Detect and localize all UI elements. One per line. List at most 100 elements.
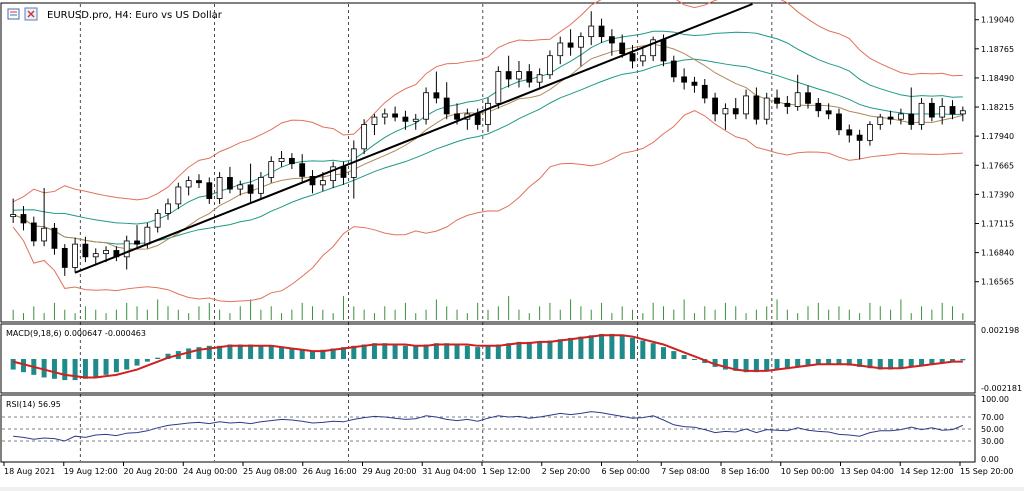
price-tick-label: 1.17665	[981, 161, 1014, 170]
candle-body	[794, 92, 801, 107]
candle-body	[949, 106, 956, 115]
macd-histogram-bar	[537, 341, 543, 359]
macd-histogram-bar	[361, 344, 367, 359]
macd-histogram-bar	[258, 345, 264, 359]
macd-histogram-bar	[826, 359, 832, 365]
candle-body	[918, 102, 925, 125]
candle-body	[856, 134, 863, 141]
macd-histogram-bar	[836, 359, 842, 365]
candle-body	[154, 213, 161, 228]
macd-histogram-bar	[795, 359, 801, 367]
rsi-tick-label: 30.00	[981, 437, 1004, 446]
macd-histogram-bar	[82, 359, 88, 379]
macd-histogram-bar	[568, 337, 574, 359]
candle-body	[763, 97, 770, 120]
rsi-tick-label: 0.00	[981, 455, 999, 464]
price-tick-label: 1.19040	[981, 16, 1014, 25]
candle-body	[743, 95, 749, 115]
price-axis: 1.19040 1.18765 1.18490 1.18215 1.17940 1.176…	[975, 16, 1014, 287]
time-tick-label: 31 Aug 04:00	[422, 467, 476, 476]
macd-histogram-bar	[268, 345, 274, 359]
time-tick-label: 25 Aug 08:00	[243, 467, 297, 476]
window-icons[interactable]	[7, 7, 38, 21]
macd-histogram-bar	[743, 359, 749, 373]
macd-histogram-bar	[640, 340, 646, 359]
candle-body	[41, 227, 48, 242]
price-tick-label: 1.17390	[981, 190, 1014, 199]
time-tick-label: 7 Sep 08:00	[661, 467, 709, 476]
candle-body	[412, 118, 419, 122]
candle-body	[20, 214, 27, 224]
macd-histogram-bar	[10, 359, 16, 370]
macd-histogram-bar	[475, 347, 481, 359]
macd-histogram-bar	[144, 359, 150, 362]
candle-body	[732, 108, 739, 115]
day-separators	[79, 4, 773, 461]
candle-body	[701, 84, 708, 99]
candle-body	[898, 113, 904, 120]
candle-body	[877, 116, 884, 125]
macd-signal-line	[12, 334, 963, 379]
macd-histogram-bar	[382, 343, 388, 359]
macd-histogram-bar	[93, 359, 99, 378]
macd-histogram-bar	[351, 345, 357, 359]
time-axis: 18 Aug 2021 19 Aug 12:00 20 Aug 20:00 24 Au…	[3, 462, 1013, 476]
macd-histogram-bar	[784, 359, 790, 369]
macd-histogram-bar	[310, 351, 316, 359]
macd-histogram-bar	[248, 344, 254, 359]
time-tick-label: 2 Sep 20:00	[542, 467, 590, 476]
candle-body	[278, 157, 285, 162]
macd-histogram-bar	[155, 357, 161, 359]
time-tick-label: 29 Aug 20:00	[363, 467, 417, 476]
macd-histogram-bar	[186, 348, 192, 359]
candle-body	[288, 157, 295, 165]
macd-histogram-bar	[846, 359, 852, 366]
candle-body	[815, 102, 822, 112]
candle-body	[227, 177, 233, 190]
candle-body	[619, 42, 626, 54]
macd-histogram-bar	[650, 343, 656, 359]
macd-histogram-bar	[609, 333, 615, 359]
rsi-tick-label: 50.00	[981, 425, 1004, 434]
macd-histogram-bar	[227, 344, 233, 359]
candle-body	[608, 36, 615, 44]
candle-body	[268, 161, 275, 178]
candle-body	[30, 222, 37, 242]
macd-histogram-bar	[908, 359, 914, 367]
candle-body	[516, 71, 522, 80]
candle-body	[474, 113, 481, 125]
candle-body	[526, 71, 533, 83]
time-tick-label: 15 Sep 20:00	[960, 467, 1013, 476]
macd-histogram-bar	[712, 359, 718, 367]
macd-histogram-bar	[764, 359, 770, 371]
macd-histogram-bar	[371, 343, 377, 359]
candlesticks[interactable]	[10, 11, 966, 276]
macd-histogram-bar	[51, 359, 57, 379]
macd-histogram-bar	[888, 359, 894, 370]
candle-body	[846, 129, 853, 136]
candle-body	[340, 166, 347, 178]
candle-body	[381, 113, 388, 118]
macd-histogram-bar	[279, 347, 285, 359]
candle-body	[485, 102, 491, 125]
candle-body	[185, 180, 192, 188]
price-tick-label: 1.17940	[981, 132, 1014, 141]
candle-body	[578, 36, 584, 48]
chart-window-icon[interactable]	[7, 8, 20, 20]
macd-histogram-bar	[877, 359, 883, 370]
time-tick-label: 19 Aug 12:00	[64, 467, 118, 476]
macd-tick-label: -0.002181	[981, 384, 1022, 393]
macd-histogram-bar	[413, 345, 419, 359]
candle-body	[536, 74, 543, 83]
candle-body	[660, 39, 667, 62]
candle-body	[836, 113, 842, 131]
macd-histogram-bar	[805, 359, 811, 366]
macd-histogram-bar	[330, 348, 336, 359]
candle-body	[247, 184, 254, 194]
macd-histogram-bar	[206, 345, 212, 359]
candle-body	[639, 55, 646, 62]
trendline[interactable]	[74, 3, 753, 274]
macd-histogram-bar	[454, 344, 460, 359]
